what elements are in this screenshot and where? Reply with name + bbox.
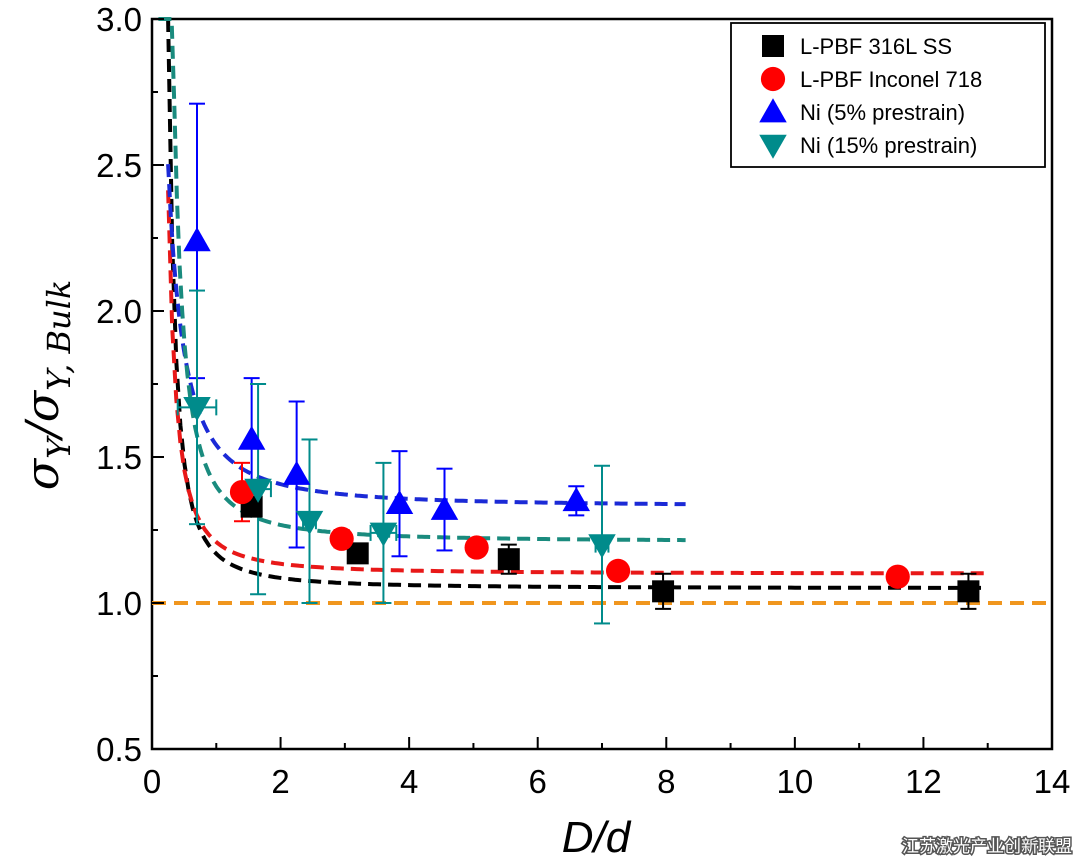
marker-l-pbf-316l-ss	[652, 580, 675, 603]
legend-label-ni-15-prestrain: Ni (15% prestrain)	[800, 133, 977, 158]
y-axis-title: σY/σY, Bulk	[15, 280, 78, 491]
y-tick-label: 0.5	[96, 731, 142, 768]
legend-marker-ni-15-prestrain	[759, 134, 787, 159]
legend-marker-ni-5-prestrain	[759, 98, 787, 123]
data-markers	[183, 227, 980, 603]
y-tick-label: 2.5	[96, 147, 142, 184]
y-tick-label: 1.5	[96, 439, 142, 476]
ylabel-sub-y: Y	[40, 435, 78, 459]
svg-text:σY/σY, Bulk: σY/σY, Bulk	[15, 280, 78, 491]
legend-marker-l-pbf-316l-ss	[762, 35, 784, 57]
marker-ni-5-prestrain	[385, 489, 414, 515]
legend: L-PBF 316L SS L-PBF Inconel 718 Ni (5% pre…	[730, 22, 1046, 168]
marker-ni-5-prestrain	[282, 460, 311, 485]
marker-ni-15-prestrain	[369, 522, 398, 547]
x-tick-label: 8	[657, 763, 675, 800]
x-tick-label: 2	[271, 763, 289, 800]
marker-l-pbf-inconel-718	[885, 564, 910, 589]
y-tick-label: 3.0	[96, 1, 142, 38]
marker-ni-15-prestrain	[588, 534, 616, 559]
x-tick-label: 14	[1034, 763, 1071, 800]
marker-l-pbf-inconel-718	[464, 535, 489, 560]
marker-ni-15-prestrain	[244, 478, 272, 503]
x-axis-title: D/d	[562, 813, 632, 862]
x-tick-label: 4	[400, 763, 418, 800]
x-tick-label: 0	[143, 763, 161, 800]
marker-l-pbf-316l-ss	[957, 580, 980, 603]
ylabel-sigma: σ	[15, 457, 69, 490]
marker-ni-15-prestrain	[183, 397, 211, 422]
watermark: 江苏激光产业创新联盟	[902, 837, 1072, 857]
fit-curve-l-pbf-316l-ss	[166, 18, 988, 590]
marker-l-pbf-316l-ss	[497, 548, 520, 571]
axis-ticks: 0 2 4 6 8 10 12 14 0.5 1.0 1.5 2.0 2.5 3.0	[96, 1, 1070, 800]
x-tick-label: 10	[776, 763, 813, 800]
marker-l-pbf-inconel-718	[329, 526, 354, 551]
ylabel-sigma-bulk: σ	[15, 389, 69, 422]
marker-ni-5-prestrain	[562, 487, 591, 512]
marker-l-pbf-inconel-718	[229, 479, 255, 505]
legend-label-l-pbf-316l-ss: L-PBF 316L SS	[800, 34, 952, 59]
marker-ni-15-prestrain	[295, 510, 324, 535]
marker-ni-5-prestrain	[183, 227, 211, 252]
marker-l-pbf-inconel-718	[605, 558, 631, 583]
marker-ni-5-prestrain	[430, 495, 459, 520]
x-tick-label: 6	[529, 763, 547, 800]
legend-label-ni-5-prestrain: Ni (5% prestrain)	[800, 100, 965, 125]
error-bars	[176, 102, 977, 625]
legend-marker-l-pbf-inconel-718	[760, 66, 786, 92]
ylabel-sub-bulk: Y, Bulk	[40, 280, 78, 391]
legend-entries: L-PBF 316L SS L-PBF Inconel 718 Ni (5% pre…	[759, 34, 982, 159]
y-tick-label: 2.0	[96, 293, 142, 330]
x-tick-label: 12	[905, 763, 942, 800]
marker-l-pbf-316l-ss	[346, 542, 369, 565]
legend-label-l-pbf-inconel-718: L-PBF Inconel 718	[800, 67, 982, 92]
fit-curve-l-pbf-inconel-718	[166, 190, 988, 576]
y-tick-label: 1.0	[96, 585, 142, 622]
marker-ni-5-prestrain	[237, 425, 266, 450]
fit-curve-ni-5-prestrain	[166, 163, 686, 507]
